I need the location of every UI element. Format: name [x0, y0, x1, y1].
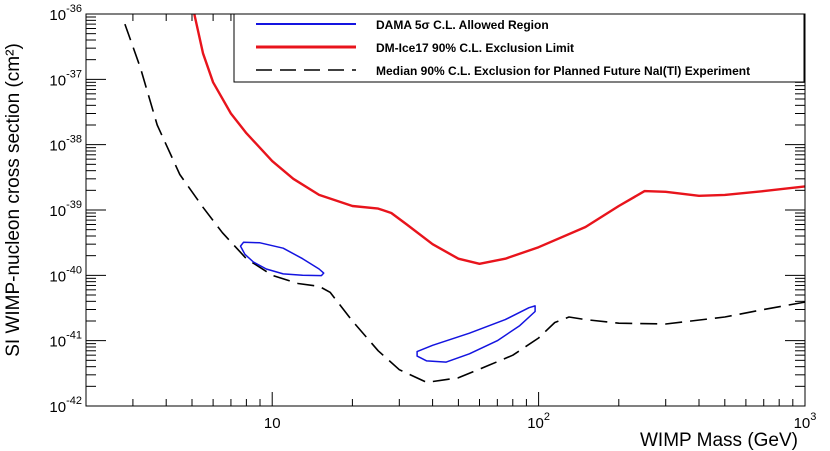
y-tick-label-exp: -41: [66, 330, 82, 342]
y-tick-label-exp: -37: [66, 68, 82, 80]
y-tick-label-4: 10-39: [49, 199, 82, 220]
tick-labels: 10 102 10310-3610-3710-3810-3910-4010-4110…: [49, 3, 816, 432]
legend-label-dmice: DM-Ice17 90% C.L. Exclusion Limit: [376, 41, 574, 55]
y-tick-label-7: 10-42: [49, 395, 82, 416]
x-tick-label-3: 103: [794, 411, 817, 432]
y-tick-label-base: 10: [49, 203, 66, 220]
legend-label-future: Median 90% C.L. Exclusion for Planned Fu…: [376, 64, 750, 78]
y-tick-label-exp: -38: [66, 134, 82, 146]
x-tick-label-exp: 2: [544, 411, 550, 423]
x-tick-label-base: 10: [794, 415, 811, 432]
y-tick-label-5: 10-40: [49, 264, 82, 285]
y-tick-label-base: 10: [49, 399, 66, 416]
series-line-dmice: [193, 14, 805, 265]
y-tick-label-1: 10-36: [49, 3, 82, 24]
x-tick-label-exp: 3: [810, 411, 816, 423]
y-tick-label-exp: -42: [66, 395, 82, 407]
y-tick-label-exp: -40: [66, 264, 82, 276]
y-tick-label-base: 10: [49, 72, 66, 89]
y-tick-label-base: 10: [49, 138, 66, 155]
y-tick-label-base: 10: [49, 268, 66, 285]
legend: DAMA 5σ C.L. Allowed Region DM-Ice17 90%…: [233, 13, 805, 83]
y-tick-label-exp: -39: [66, 199, 82, 211]
y-tick-label-6: 10-41: [49, 330, 82, 351]
y-tick-label-3: 10-38: [49, 134, 82, 155]
plot-area: [124, 14, 805, 384]
series-region-dama-2: [416, 305, 536, 363]
x-axis-title: WIMP Mass (GeV): [640, 430, 798, 451]
series-region-dama-1: [239, 241, 325, 277]
x-tick-label-1: 10: [264, 415, 281, 432]
y-tick-label-2: 10-37: [49, 68, 82, 89]
series-line-future: [124, 23, 805, 384]
x-tick-label-2: 102: [527, 411, 550, 432]
x-tick-label-base: 10: [264, 415, 281, 432]
x-tick-label-base: 10: [527, 415, 544, 432]
y-tick-label-base: 10: [49, 334, 66, 351]
y-axis-title: SI WIMP-nucleon cross section (cm²): [3, 43, 24, 357]
legend-label-dama: DAMA 5σ C.L. Allowed Region: [376, 18, 549, 32]
y-tick-label-base: 10: [49, 7, 66, 24]
y-tick-label-exp: -36: [66, 3, 82, 15]
